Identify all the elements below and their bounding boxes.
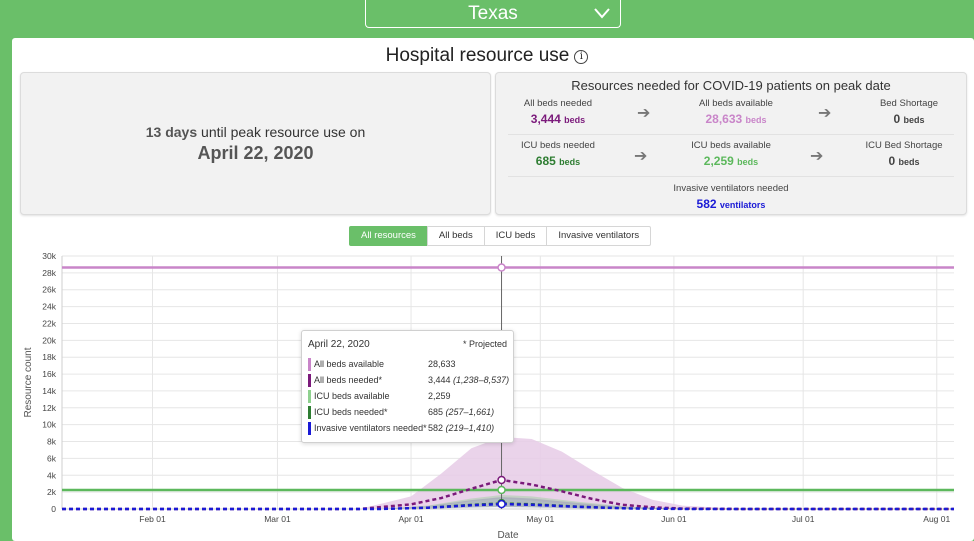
tab-invasive-ventilators[interactable]: Invasive ventilators [546,226,652,246]
tooltip-row: All beds available 28,633 [308,358,508,371]
peak-summary-card: 13 days until peak resource use on April… [20,72,491,215]
y-tick-label: 20k [42,335,56,345]
hover-point [497,499,506,509]
tooltip-note: * Projected [462,339,507,349]
confidence-band [380,497,692,509]
y-tick-label: 30k [42,251,56,261]
legend-swatch [308,390,311,403]
y-tick-label: 0 [51,504,56,514]
y-tick-label: 22k [42,318,56,328]
divider [508,176,954,177]
arrow-right-icon: ➔ [818,105,832,122]
x-tick-label: Apr 01 [399,514,424,524]
resources-title: Resources needed for COVID-19 patients o… [571,78,891,93]
state-select-label: Texas [468,3,518,24]
x-tick-label: May 01 [526,514,554,524]
y-tick-label: 14k [42,386,56,396]
y-tick-label: 4k [47,470,57,480]
page-title: Hospital resource use i [0,45,974,67]
y-tick-label: 2k [47,487,57,497]
x-tick-label: Feb 01 [139,514,166,524]
legend-swatch [308,358,311,371]
info-icon[interactable]: i [574,50,589,64]
confidence-band [359,437,743,509]
y-tick-label: 12k [42,403,56,413]
y-tick-label: 26k [42,285,56,295]
icu-beds-needed: ICU beds needed 685 beds [521,140,595,168]
arrow-right-icon: ➔ [810,148,824,165]
y-tick-label: 28k [42,268,56,278]
resource-tabs: All resources All beds ICU beds Invasive… [349,226,652,246]
x-tick-label: Aug 01 [923,514,950,524]
tooltip-row: All beds needed* 3,444 (1,238–8,537) [308,374,509,387]
peak-countdown: 13 days until peak resource use on [145,124,366,140]
legend-swatch [308,406,311,419]
y-tick-label: 8k [47,437,57,447]
tooltip-row: Invasive ventilators needed* 582 (219–1,… [308,422,508,435]
x-tick-label: Mar 01 [264,514,291,524]
y-tick-label: 16k [42,369,56,379]
y-tick-label: 18k [42,352,56,362]
hover-point [497,475,506,485]
ventilators-needed: Invasive ventilators needed 582 ventilat… [673,183,789,211]
arrow-right-icon: ➔ [634,148,648,165]
peak-date: April 22, 2020 [197,143,314,163]
bed-shortage: Bed Shortage 0 beds [879,98,939,126]
y-tick-label: 6k [47,453,57,463]
tab-all-resources[interactable]: All resources [349,226,428,246]
x-tick-label: Jun 01 [661,514,687,524]
tooltip-row: ICU beds needed* 685 (257–1,661) [308,406,508,419]
x-tick-label: Jul 01 [792,514,815,524]
legend-swatch [308,422,311,435]
y-tick-label: 24k [42,302,56,312]
arrow-right-icon: ➔ [637,105,651,122]
divider [508,134,954,135]
all-beds-available: All beds available 28,633 beds [699,98,773,126]
y-axis-title: Resource count [23,347,34,417]
state-select[interactable]: Texas [365,0,621,28]
hover-point [497,485,506,495]
icu-bed-shortage: ICU Bed Shortage 0 beds [865,140,943,168]
resources-card: Resources needed for COVID-19 patients o… [495,72,967,215]
tooltip-row: ICU beds available 2,259 [308,390,508,403]
legend-swatch [308,374,311,387]
all-beds-needed: All beds needed 3,444 beds [523,98,593,126]
x-axis-title: Date [497,530,519,541]
icu-beds-available: ICU beds available 2,259 beds [691,140,771,168]
tab-icu-beds[interactable]: ICU beds [483,226,548,246]
tooltip-date: April 22, 2020 [308,339,370,350]
hover-point [497,263,506,272]
y-tick-label: 10k [42,420,56,430]
chevron-down-icon [594,8,610,19]
chart-tooltip: April 22, 2020 * Projected All beds avai… [301,330,514,443]
